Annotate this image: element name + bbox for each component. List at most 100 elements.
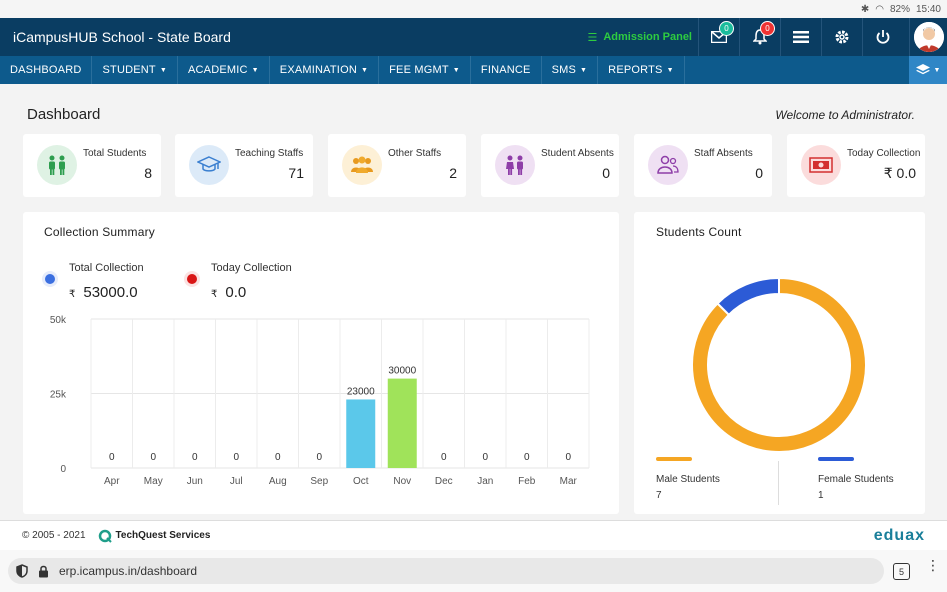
rupee-symbol: ₹ (69, 289, 76, 300)
money-icon (801, 145, 841, 185)
nav-examination[interactable]: EXAMINATION ▼ (270, 56, 380, 84)
nav-label: DASHBOARD (10, 64, 82, 76)
graduation-cap-icon (189, 145, 229, 185)
clock: 15:40 (915, 3, 941, 15)
gear-icon (835, 30, 849, 44)
settings-button[interactable] (821, 18, 862, 56)
bar-value-label: 0 (233, 452, 239, 463)
browser-bar: erp.icampus.in/dashboard 5 ⋮ (0, 550, 947, 592)
nav-reports[interactable]: REPORTS ▼ (598, 56, 685, 84)
avatar (913, 22, 944, 52)
stat-card-other-staffs[interactable]: Other Staffs 2 (328, 134, 466, 197)
nav-label: STUDENT (102, 64, 156, 76)
user-avatar-button[interactable] (909, 18, 947, 56)
app-title: iCampusHUB School - State Board (13, 29, 231, 45)
nav-student[interactable]: STUDENT ▼ (92, 56, 178, 84)
absent-staff-icon (648, 145, 688, 185)
stat-value: 0 (755, 165, 763, 181)
caret-down-icon: ▼ (360, 66, 369, 74)
male-legend-value: 7 (656, 490, 662, 501)
stat-label: Today Collection (847, 148, 921, 159)
stat-card-teaching-staffs[interactable]: Teaching Staffs 71 (175, 134, 313, 197)
bluetooth-icon: ✱ (860, 3, 870, 15)
messages-button[interactable]: 0 (698, 18, 739, 56)
stat-label: Other Staffs (388, 148, 442, 159)
shield-icon (16, 564, 28, 578)
logout-button[interactable] (862, 18, 903, 56)
stat-label: Teaching Staffs (235, 148, 304, 159)
students-count-card: Students Count Male Students 7 Female St… (634, 212, 925, 514)
caret-down-icon: ▼ (666, 66, 674, 74)
total-collection-label: Total Collection (69, 262, 144, 274)
y-tick-label: 25k (50, 390, 67, 401)
bar-value-label: 0 (565, 452, 571, 463)
today-collection-dot (187, 274, 197, 284)
stat-card-total-students[interactable]: Total Students 8 (23, 134, 161, 197)
caret-down-icon: ▼ (933, 66, 941, 74)
x-tick-label: Oct (353, 476, 369, 487)
x-tick-label: Mar (560, 476, 578, 487)
stat-value: 8 (144, 165, 152, 181)
x-tick-label: Aug (269, 476, 287, 487)
male-legend-label: Male Students (656, 474, 720, 485)
menu-button[interactable] (780, 18, 821, 56)
x-tick-label: Apr (104, 476, 120, 487)
admission-panel-link[interactable]: ☰ Admission Panel (570, 31, 698, 44)
techquest-logo-icon (98, 529, 112, 543)
total-collection-dot (45, 274, 55, 284)
nav-finance[interactable]: FINANCE (471, 56, 542, 84)
female-legend-swatch (818, 457, 854, 461)
absent-students-icon (495, 145, 535, 185)
stat-value: ₹ 0.0 (883, 165, 916, 181)
bar-value-label: 0 (109, 452, 115, 463)
url-text: erp.icampus.in/dashboard (59, 564, 198, 578)
stat-card-staff-absents[interactable]: Staff Absents 0 (634, 134, 772, 197)
notifications-badge: 0 (760, 21, 775, 36)
caret-down-icon: ▼ (159, 66, 167, 74)
company-link[interactable]: TechQuest Services (98, 529, 210, 543)
nav-academic[interactable]: ACADEMIC ▼ (178, 56, 270, 84)
stat-label: Student Absents (541, 148, 614, 159)
bar-value-label: 0 (316, 452, 322, 463)
female-legend-label: Female Students (818, 474, 894, 485)
notifications-button[interactable]: 0 (739, 18, 780, 56)
stat-label: Staff Absents (694, 148, 753, 159)
eduax-logo: eduax (873, 526, 925, 544)
bar-value-label: 0 (441, 452, 447, 463)
nav-label: ACADEMIC (187, 64, 248, 76)
bar[interactable] (387, 378, 417, 468)
tab-switcher-button[interactable]: 5 (893, 563, 910, 580)
browser-menu-icon[interactable]: ⋮ (926, 557, 940, 573)
nav-fee-mgmt[interactable]: FEE MGMT ▼ (379, 56, 471, 84)
stat-value: 0 (602, 165, 610, 181)
donut-slice-female[interactable] (716, 276, 780, 317)
layers-menu-button[interactable]: ▼ (909, 56, 947, 84)
collection-bar-chart: 0 25k 50k 0 Apr 0 May 0 Jun 0 Jul 0 Aug 0 Sep 23000 Oct 3… (50, 315, 590, 487)
x-tick-label: Jun (187, 476, 203, 487)
address-bar[interactable]: erp.icampus.in/dashboard (8, 558, 884, 584)
bar-value-label: 0 (482, 452, 488, 463)
admission-panel-label: Admission Panel (603, 31, 692, 43)
bar-value-label: 0 (524, 452, 530, 463)
user-photo-icon (913, 22, 944, 52)
nav-sms[interactable]: SMS ▼ (542, 56, 599, 84)
x-tick-label: Nov (393, 476, 411, 487)
stat-card-today-collection[interactable]: Today Collection ₹ 0.0 (787, 134, 925, 197)
welcome-text: Welcome to Administrator. (775, 108, 915, 122)
total-collection-amount: ₹ 53000.0 (69, 284, 138, 301)
stat-card-student-absents[interactable]: Student Absents 0 (481, 134, 619, 197)
page-title: Dashboard (27, 106, 101, 123)
today-collection-label: Today Collection (211, 262, 292, 274)
bar-value-label: 30000 (388, 366, 416, 377)
total-collection-value: 53000.0 (83, 284, 138, 301)
caret-down-icon: ▼ (452, 66, 460, 74)
nav-dashboard[interactable]: DASHBOARD (0, 56, 93, 84)
x-tick-label: Sep (310, 476, 328, 487)
group-icon (342, 145, 382, 185)
bar-value-label: 23000 (347, 386, 375, 397)
x-tick-label: Dec (435, 476, 453, 487)
today-collection-amount: ₹ 0.0 (211, 284, 246, 301)
donut-slice-male[interactable] (691, 276, 867, 452)
caret-down-icon: ▼ (580, 66, 588, 74)
bar[interactable] (346, 399, 376, 468)
